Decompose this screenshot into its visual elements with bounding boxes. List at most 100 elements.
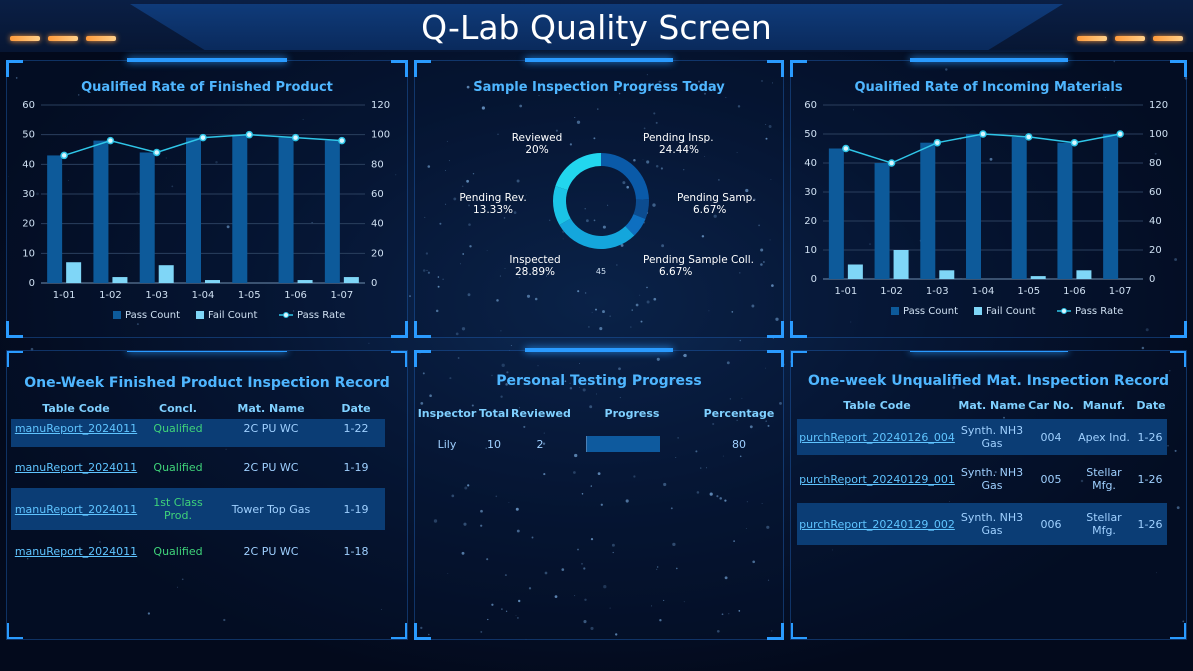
table-code-link[interactable]: purchReport_20240129_001	[799, 472, 955, 486]
bar-fail-count	[343, 277, 359, 283]
table-code-link[interactable]: manuReport_2024011	[14, 421, 138, 435]
bar-pass-count	[1011, 136, 1027, 279]
x-tick-label: 1-06	[1063, 286, 1086, 297]
bar-fail-count	[847, 264, 863, 279]
star	[446, 140, 448, 142]
x-tick-label: 1-03	[145, 290, 168, 301]
sample-progress-panel: Sample Inspection Progress Today Pending…	[414, 58, 784, 338]
star	[302, 119, 304, 120]
star	[695, 450, 698, 453]
star	[663, 482, 667, 487]
star	[660, 167, 663, 170]
star	[424, 216, 426, 218]
table-row[interactable]: manuReport_2024011 Qualified 2C PU WC 1-…	[11, 419, 385, 447]
star	[181, 578, 184, 581]
star	[478, 80, 482, 84]
star	[676, 567, 678, 570]
star	[994, 471, 997, 474]
donut-slice	[553, 186, 571, 225]
star	[588, 326, 590, 328]
bar-pass-count	[966, 134, 981, 279]
star	[500, 329, 502, 332]
star	[147, 612, 151, 615]
star	[1145, 328, 1149, 332]
star	[770, 179, 772, 180]
table-row[interactable]: purchReport_20240129_002 Synth. NH3 Gas …	[797, 503, 1167, 545]
star	[591, 311, 593, 313]
star	[737, 105, 741, 108]
star	[683, 169, 685, 171]
star	[692, 148, 694, 150]
star	[1182, 620, 1185, 623]
percentage-value: 80	[732, 437, 746, 451]
star	[945, 68, 948, 71]
table-code-link[interactable]: manuReport_2024011	[14, 544, 138, 558]
star	[709, 492, 713, 496]
table-code-link[interactable]: manuReport_2024011	[14, 502, 138, 516]
table-code-link[interactable]: manuReport_2024011	[14, 460, 138, 474]
star	[712, 422, 715, 426]
star	[1167, 444, 1169, 447]
star	[1174, 258, 1178, 261]
star	[658, 80, 661, 83]
table-row[interactable]: manuReport_2024011 Qualified 2C PU WC 1-…	[11, 447, 385, 487]
star	[569, 143, 573, 146]
personal-progress-header: Inspector Total Reviewed Progress Percen…	[417, 407, 775, 420]
star	[549, 219, 551, 221]
star	[546, 275, 548, 277]
donut-slice	[559, 218, 635, 249]
star	[590, 485, 592, 487]
star	[600, 503, 603, 506]
star	[653, 297, 657, 301]
star	[642, 135, 644, 137]
slice-label: Pending Samp.	[677, 192, 756, 204]
point-pass-rate	[152, 148, 161, 157]
x-tick-label: 1-02	[99, 290, 122, 301]
y-right-tick-label: 20	[371, 248, 384, 259]
legend-swatch	[974, 307, 982, 315]
y-right-tick-label: 60	[1149, 187, 1162, 198]
star	[708, 310, 710, 312]
star	[771, 82, 773, 84]
star	[691, 137, 693, 140]
table-code-link[interactable]: purchReport_20240126_004	[799, 430, 955, 444]
star	[640, 320, 643, 323]
star	[497, 133, 499, 135]
finished-rate-chart: 0 10 20 30 40 50 60 0 20 40 60 80 100 120 1-01 1-02 1-03…	[22, 100, 390, 321]
table-row[interactable]: manuReport_2024011 Qualified 2C PU WC 1-…	[11, 531, 385, 571]
bar-fail-count	[939, 270, 955, 279]
star	[655, 83, 656, 85]
star	[850, 321, 852, 323]
x-tick-label: 1-02	[880, 286, 903, 297]
star	[646, 160, 650, 164]
star	[646, 74, 648, 76]
star	[718, 416, 720, 417]
table-code-link[interactable]: purchReport_20240129_002	[799, 517, 955, 531]
star	[642, 159, 644, 161]
table-row[interactable]: purchReport_20240129_001 Synth. NH3 Gas …	[797, 459, 1167, 499]
table-row[interactable]: purchReport_20240126_004 Synth. NH3 Gas …	[797, 419, 1167, 455]
star	[673, 379, 675, 381]
star	[765, 420, 767, 422]
star	[485, 447, 487, 449]
star	[420, 626, 423, 630]
star	[491, 374, 493, 377]
star	[771, 630, 773, 632]
star	[8, 175, 9, 177]
star	[480, 630, 483, 633]
star	[595, 308, 597, 311]
star	[451, 494, 455, 498]
slice-percent: 28.89%	[515, 266, 555, 278]
star	[619, 397, 621, 399]
star	[481, 106, 486, 110]
x-tick-label: 1-07	[1109, 286, 1132, 297]
star	[467, 484, 470, 487]
star	[574, 595, 576, 597]
star	[577, 290, 580, 293]
star	[597, 472, 601, 475]
star	[657, 566, 659, 568]
star	[462, 253, 465, 255]
table-row[interactable]: manuReport_2024011 1st Class Prod. Tower…	[11, 488, 385, 530]
star	[590, 538, 594, 541]
star	[765, 137, 768, 140]
